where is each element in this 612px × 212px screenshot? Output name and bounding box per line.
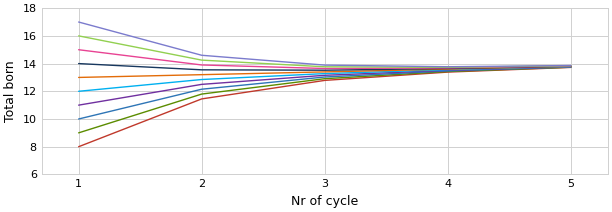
- Y-axis label: Total born: Total born: [4, 60, 17, 122]
- X-axis label: Nr of cycle: Nr of cycle: [291, 195, 359, 208]
